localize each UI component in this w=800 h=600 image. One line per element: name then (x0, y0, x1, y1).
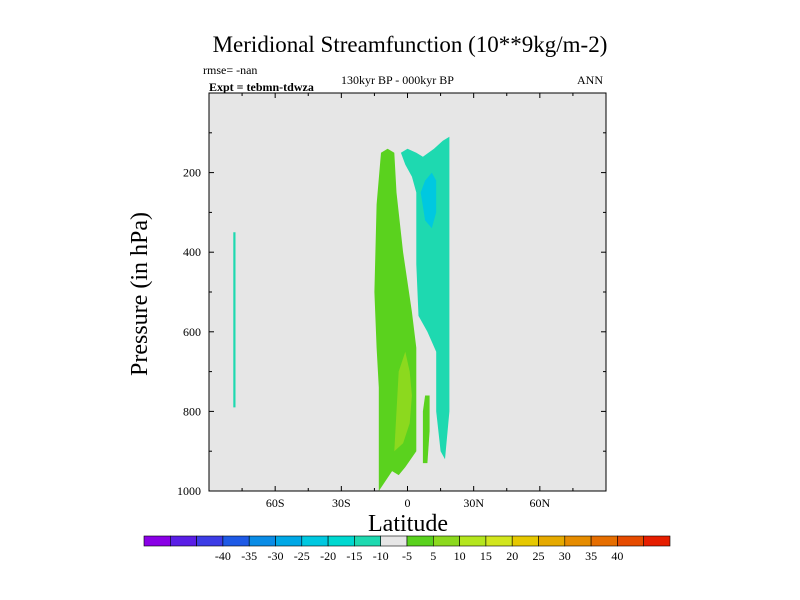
colorbar-swatch (590, 535, 618, 547)
rmse-label: rmse= -nan (203, 63, 257, 77)
colorbar-swatch (196, 535, 224, 547)
colorbar-label: 35 (585, 549, 597, 563)
colorbar-swatch (248, 535, 276, 547)
colorbar-swatch (432, 535, 460, 547)
x-tick-label: 30N (463, 496, 484, 510)
colorbar-label: 15 (480, 549, 492, 563)
colorbar-swatch (170, 535, 197, 547)
colorbar-label: 40 (611, 549, 623, 563)
y-tick-label: 400 (183, 245, 201, 259)
colorbar-label: -30 (268, 549, 284, 563)
colorbar-swatch (406, 535, 434, 547)
colorbar-label: 10 (454, 549, 466, 563)
colorbar: -40 -35 -30 -25 -20 -15 -10 -5 5 10 15 20 25 30 35 40 (143, 535, 671, 563)
y-tick-label: 1000 (177, 484, 201, 498)
contour-region-cell-teal-sliver (233, 232, 236, 408)
y-axis-title: Pressure (in hPa) (127, 212, 153, 376)
colorbar-swatch (143, 535, 171, 547)
x-tick-label: 60S (266, 496, 285, 510)
colorbar-swatch (538, 535, 566, 547)
y-tick-label: 600 (183, 325, 201, 339)
colorbar-swatch (222, 535, 250, 547)
colorbar-swatch (643, 535, 671, 547)
season-label: ANN (577, 73, 603, 87)
period-label: 130kyr BP - 000kyr BP (341, 73, 454, 87)
x-tick-label: 0 (405, 496, 411, 510)
colorbar-swatch (327, 535, 355, 547)
contour-region-cell-yellowgreen-10-15 (394, 351, 412, 452)
colorbar-swatch (354, 535, 381, 547)
colorbar-label: -5 (402, 549, 412, 563)
colorbar-label: -15 (346, 549, 362, 563)
x-axis-title: Latitude (368, 511, 448, 537)
colorbar-swatch (617, 535, 645, 547)
colorbar-label: -35 (241, 549, 257, 563)
expt-label: Expt = tebmn-tdwza (209, 80, 314, 94)
chart-title: Meridional Streamfunction (10**9kg/m-2) (213, 32, 608, 57)
y-tick-label: 800 (183, 404, 201, 418)
colorbar-swatch (380, 535, 408, 547)
x-tick-label: 30S (332, 496, 351, 510)
colorbar-label: -25 (294, 549, 310, 563)
colorbar-label: -10 (373, 549, 389, 563)
colorbar-swatch (485, 535, 513, 547)
colorbar-label: -20 (320, 549, 336, 563)
colorbar-swatch (511, 535, 539, 547)
colorbar-label: -40 (215, 549, 231, 563)
contour-region-cell-teal-neg5-neg10 (400, 136, 450, 460)
colorbar-swatch (459, 535, 487, 547)
y-tick-label: 200 (183, 166, 201, 180)
colorbar-swatch (301, 535, 329, 547)
colorbar-swatch (275, 535, 303, 547)
x-tick-label: 60N (529, 496, 550, 510)
colorbar-label: 25 (533, 549, 545, 563)
contour-region-cell-small-green (422, 395, 430, 464)
colorbar-label: 20 (506, 549, 518, 563)
contour-region-cell-cyan-neg10-neg15 (420, 172, 437, 229)
plot-area: 200 400 600 800 1000 60S 30S 0 30N 60N (177, 92, 607, 510)
colorbar-label: 30 (559, 549, 571, 563)
colorbar-label: 5 (430, 549, 436, 563)
colorbar-swatch (564, 535, 592, 547)
